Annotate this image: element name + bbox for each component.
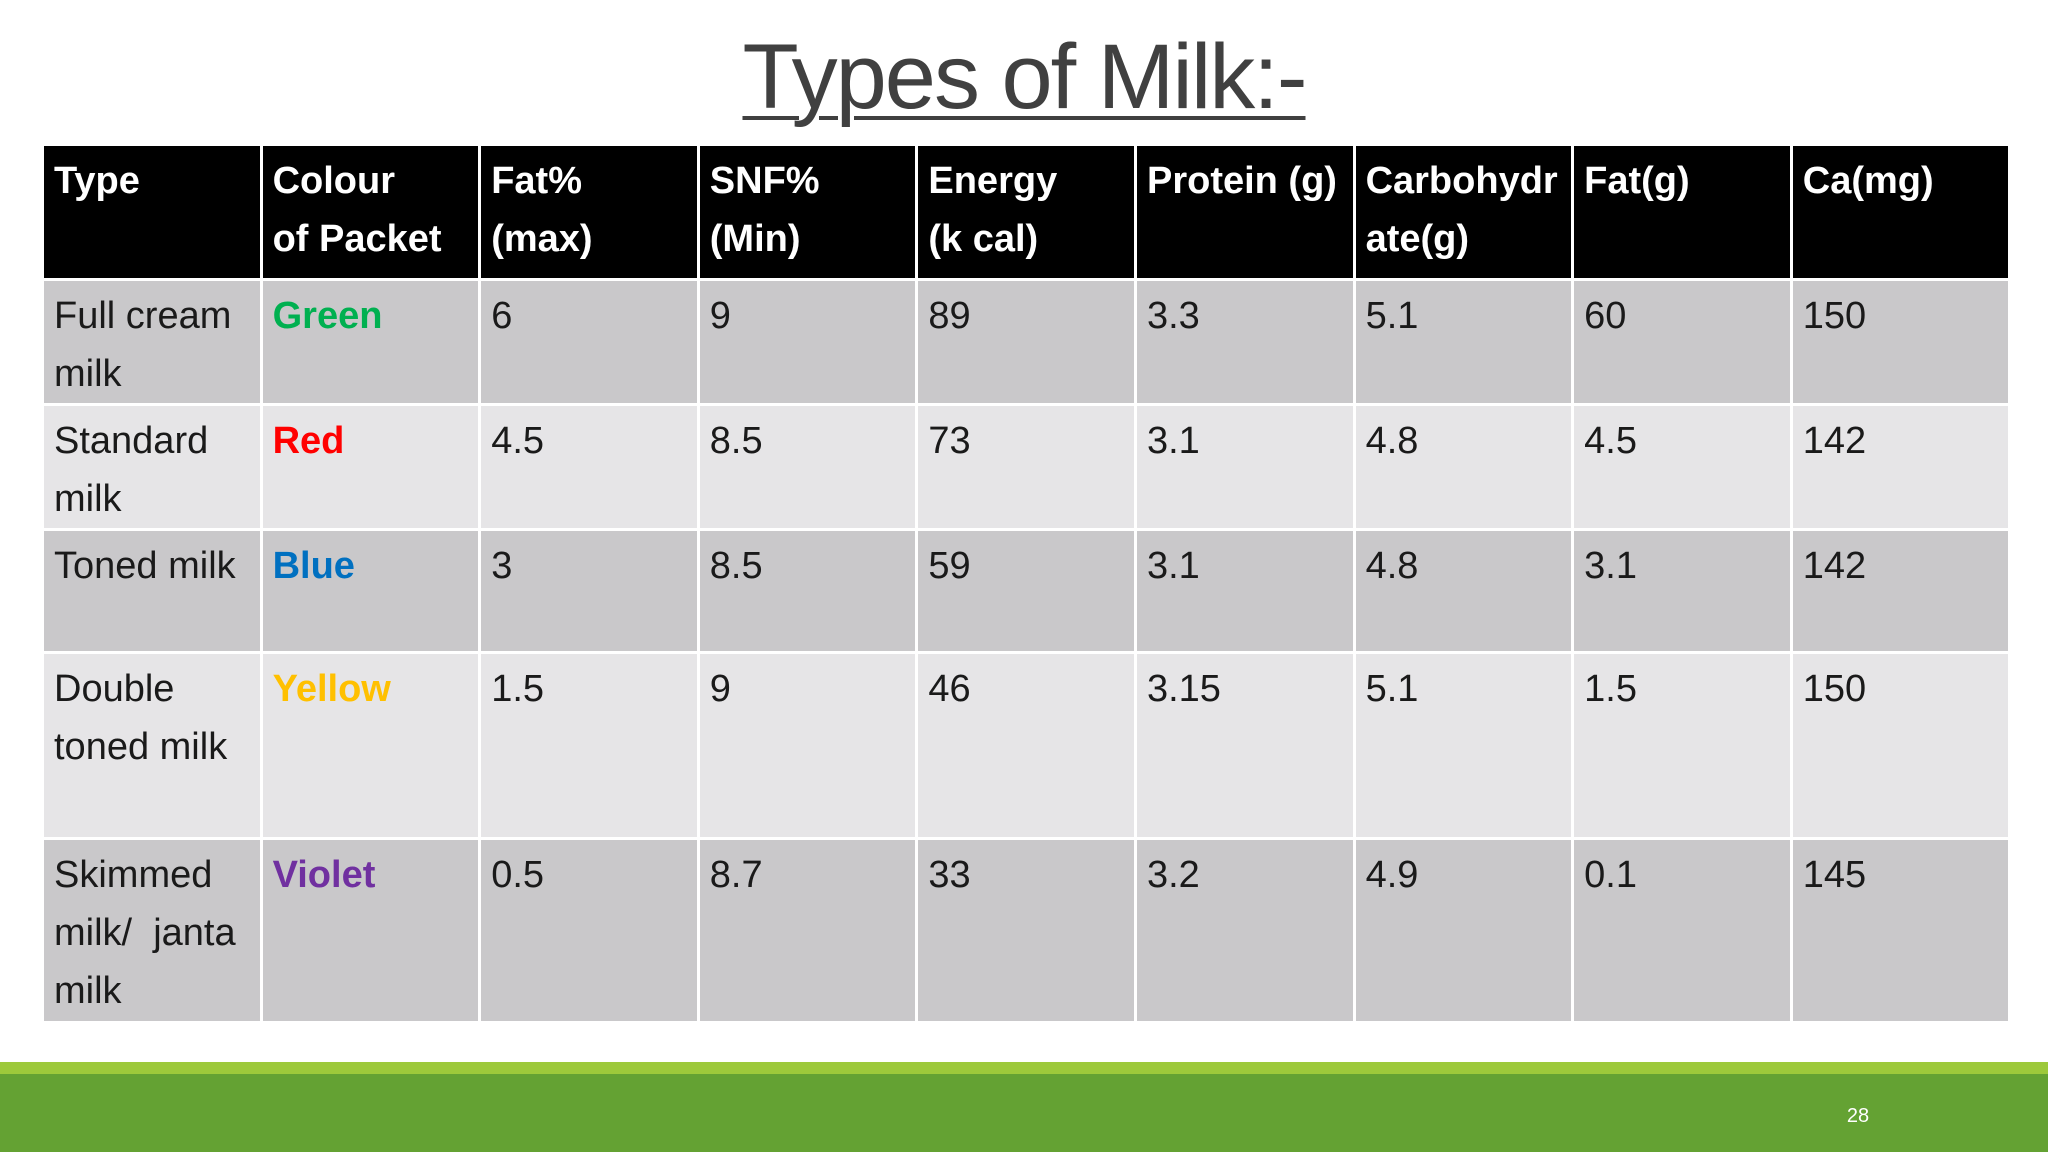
header-colour-of-packet: Colour of Packet	[259, 143, 482, 281]
cell-fat-percent: 4.5	[478, 403, 700, 531]
cell-calcium: 150	[1789, 651, 2012, 840]
cell-fat-g: 60	[1571, 278, 1793, 406]
cell-fat-g: 0.1	[1571, 837, 1793, 1024]
header-type: Type	[41, 143, 263, 281]
cell-fat-g: 1.5	[1571, 651, 1793, 840]
cell-carbohydrate: 4.9	[1352, 837, 1575, 1024]
slide-title-text: Types of Milk:-	[742, 26, 1307, 128]
cell-calcium: 142	[1789, 403, 2012, 531]
cell-type: Skimmed milk/ janta milk	[41, 837, 263, 1024]
cell-protein: 3.3	[1133, 278, 1356, 406]
cell-protein: 3.2	[1133, 837, 1356, 1024]
cell-snf-percent: 8.5	[696, 403, 919, 531]
cell-carbohydrate: 4.8	[1352, 528, 1575, 654]
cell-protein: 3.1	[1133, 528, 1356, 654]
cell-type: Double toned milk	[41, 651, 263, 840]
header-carbohydrate: Carbohydrate(g)	[1352, 143, 1575, 281]
cell-protein: 3.15	[1133, 651, 1356, 840]
cell-snf-percent: 9	[696, 278, 919, 406]
cell-colour: Yellow	[259, 651, 482, 840]
cell-fat-percent: 6	[478, 278, 700, 406]
cell-calcium: 150	[1789, 278, 2012, 406]
cell-colour: Blue	[259, 528, 482, 654]
cell-protein: 3.1	[1133, 403, 1356, 531]
page-number: 28	[1846, 1105, 1870, 1127]
cell-type: Toned milk	[41, 528, 263, 654]
header-protein: Protein (g)	[1133, 143, 1356, 281]
cell-calcium: 145	[1789, 837, 2012, 1024]
milk-types-table: Type Colour of Packet Fat% (max) SNF% (M…	[41, 143, 2012, 1024]
cell-carbohydrate: 5.1	[1352, 278, 1575, 406]
cell-snf-percent: 8.7	[696, 837, 919, 1024]
table-row: Standard milk Red 4.5 8.5 73 3.1 4.8 4.5…	[41, 403, 2012, 531]
cell-type: Standard milk	[41, 403, 263, 531]
cell-energy: 73	[915, 403, 1137, 531]
header-fat-g: Fat(g)	[1571, 143, 1793, 281]
cell-energy: 46	[915, 651, 1137, 840]
cell-fat-percent: 1.5	[478, 651, 700, 840]
table-header: Type Colour of Packet Fat% (max) SNF% (M…	[41, 143, 2012, 281]
cell-fat-g: 3.1	[1571, 528, 1793, 654]
table-row: Toned milk Blue 3 8.5 59 3.1 4.8 3.1 142	[41, 528, 2012, 654]
table-body: Full cream milk Green 6 9 89 3.3 5.1 60 …	[41, 278, 2012, 1024]
cell-colour: Green	[259, 278, 482, 406]
slide-title: Types of Milk:-	[0, 22, 2048, 132]
header-row: Type Colour of Packet Fat% (max) SNF% (M…	[41, 143, 2012, 281]
cell-fat-percent: 3	[478, 528, 700, 654]
header-fat-percent: Fat% (max)	[478, 143, 700, 281]
cell-fat-g: 4.5	[1571, 403, 1793, 531]
cell-energy: 33	[915, 837, 1137, 1024]
cell-carbohydrate: 4.8	[1352, 403, 1575, 531]
cell-snf-percent: 9	[696, 651, 919, 840]
cell-energy: 59	[915, 528, 1137, 654]
header-energy: Energy (k cal)	[915, 143, 1137, 281]
cell-snf-percent: 8.5	[696, 528, 919, 654]
cell-fat-percent: 0.5	[478, 837, 700, 1024]
footer-bar	[0, 1074, 2048, 1152]
cell-colour: Red	[259, 403, 482, 531]
table-row: Double toned milk Yellow 1.5 9 46 3.15 5…	[41, 651, 2012, 840]
cell-energy: 89	[915, 278, 1137, 406]
table-row: Full cream milk Green 6 9 89 3.3 5.1 60 …	[41, 278, 2012, 406]
cell-calcium: 142	[1789, 528, 2012, 654]
cell-carbohydrate: 5.1	[1352, 651, 1575, 840]
cell-type: Full cream milk	[41, 278, 263, 406]
header-snf-percent: SNF% (Min)	[696, 143, 919, 281]
milk-types-table-container: Type Colour of Packet Fat% (max) SNF% (M…	[41, 143, 2012, 1024]
header-calcium: Ca(mg)	[1789, 143, 2012, 281]
cell-colour: Violet	[259, 837, 482, 1024]
table-row: Skimmed milk/ janta milk Violet 0.5 8.7 …	[41, 837, 2012, 1024]
footer-accent-stripe	[0, 1062, 2048, 1074]
